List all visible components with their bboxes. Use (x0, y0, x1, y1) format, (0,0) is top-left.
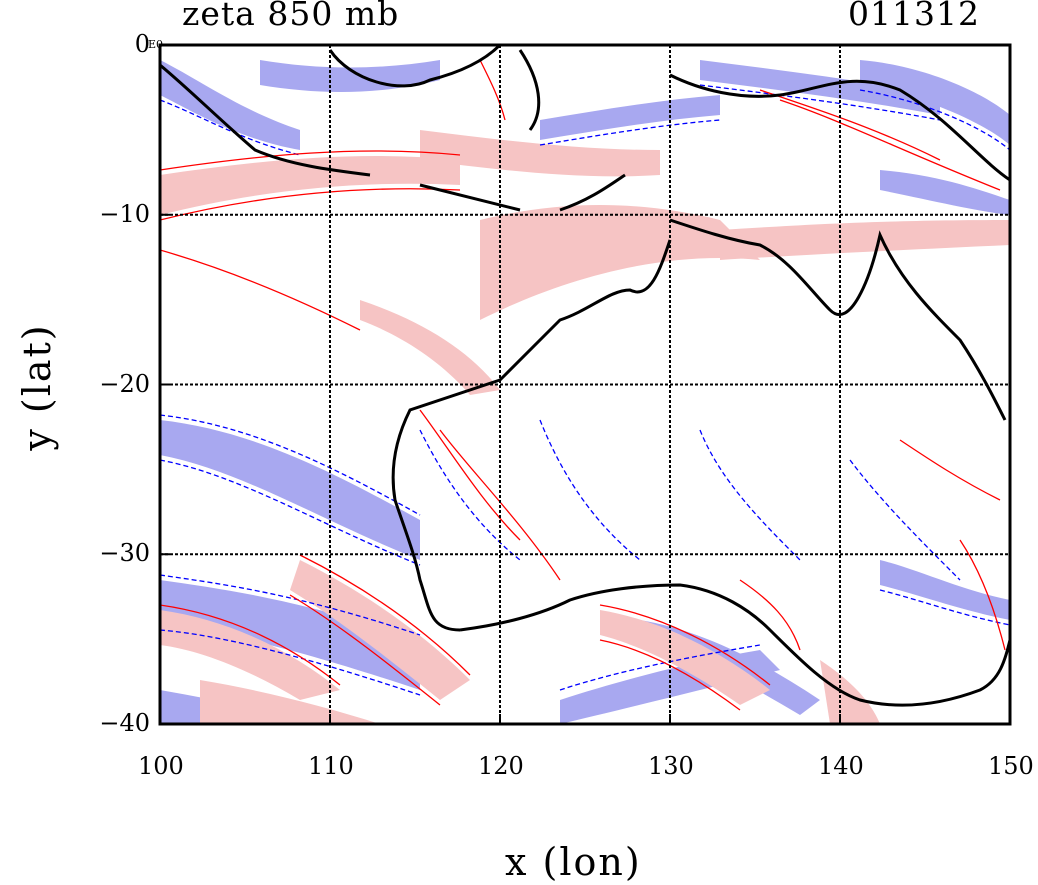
y-tick-label: 0 (134, 30, 150, 58)
x-tick-label: 100 (138, 752, 184, 780)
tick-marks (159, 44, 1011, 725)
x-tick-label: 110 (308, 752, 354, 780)
y-tick-label: −20 (99, 369, 150, 398)
map-title: zeta 850 mb (182, 0, 400, 33)
positive-vorticity-contours (160, 59, 1006, 711)
positive-vorticity-shading (160, 130, 1010, 724)
x-tick-label: 120 (478, 752, 524, 780)
x-axis-title: x (lon) (505, 840, 642, 884)
y-tick-label: −10 (99, 199, 150, 228)
graticule (160, 45, 1010, 724)
y-axis-title: y (lat) (15, 323, 59, 451)
y-tick-label: −30 (99, 539, 150, 568)
x-tick-label: 130 (648, 752, 694, 780)
map-timestamp: 011312 (848, 0, 980, 33)
corner-mark: E0 (148, 38, 164, 51)
y-tick-label: −40 (99, 709, 150, 737)
coastline (160, 45, 1010, 707)
x-tick-label: 140 (818, 752, 864, 780)
vorticity-field (160, 45, 1010, 724)
x-tick-label: 150 (988, 752, 1034, 780)
negative-vorticity-contours (160, 84, 1010, 696)
